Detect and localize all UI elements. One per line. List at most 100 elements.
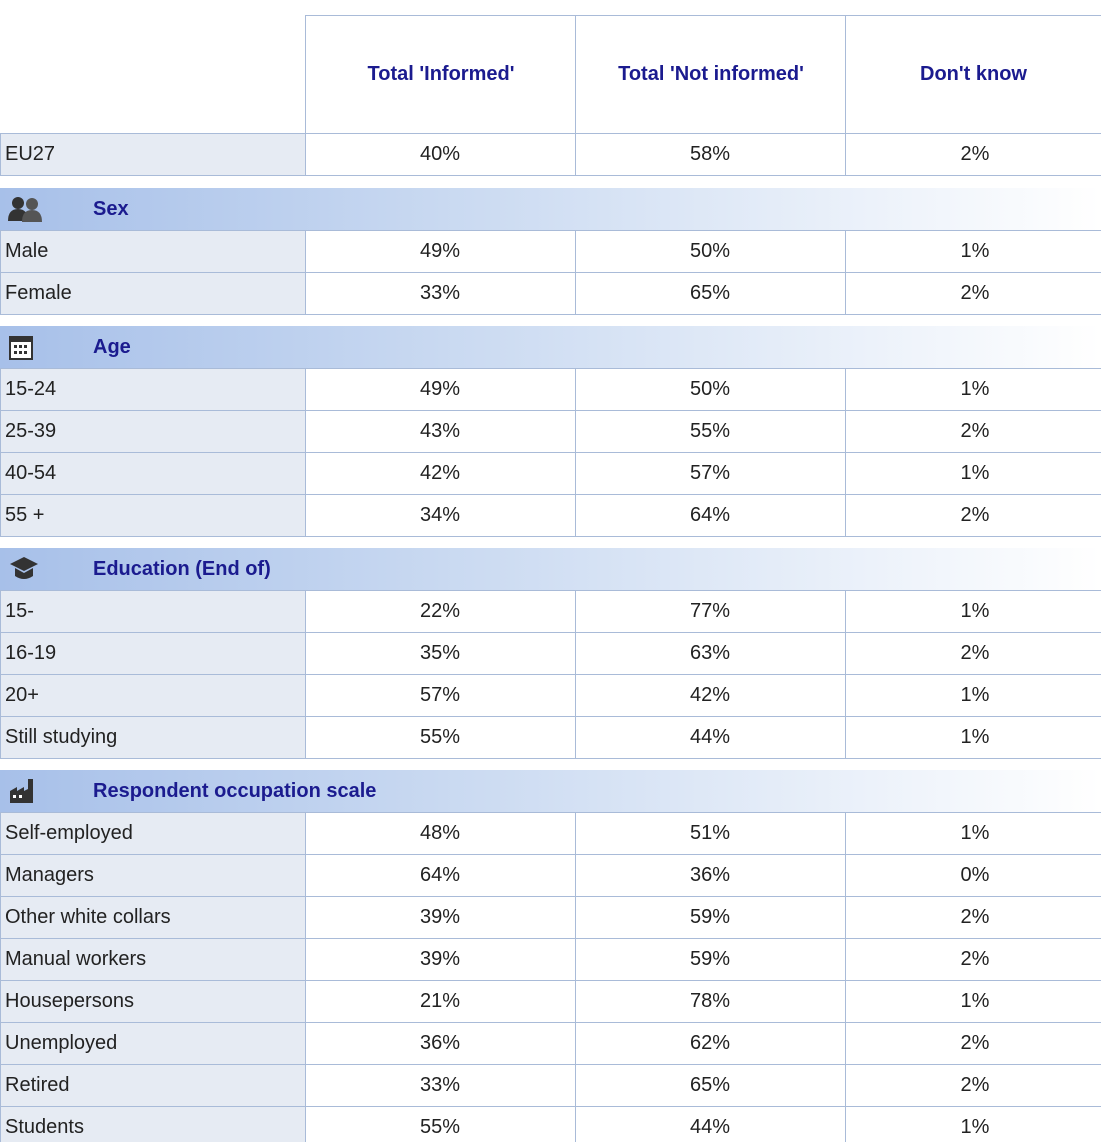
cell-text: 2% [960, 906, 990, 928]
section-header: Education (End of) [0, 548, 1101, 590]
row-label: 15- [0, 590, 306, 633]
cell-text: Managers [5, 864, 94, 886]
cell-text: 2% [960, 143, 990, 165]
cell: 65% [575, 272, 846, 315]
cell: 44% [575, 716, 846, 759]
cell-text: Self-employed [5, 822, 133, 844]
cell-text: 44% [689, 1116, 731, 1138]
cell: 2% [845, 410, 1101, 453]
row-label: 40-54 [0, 452, 306, 495]
cell-text: 2% [960, 642, 990, 664]
section-header: Sex [0, 188, 1101, 230]
cell: 78% [575, 980, 846, 1023]
cell: 49% [305, 230, 576, 273]
section-header: Age [0, 326, 1101, 368]
cell: 59% [575, 896, 846, 939]
cell-text: Female [5, 282, 72, 304]
cell: 2% [845, 133, 1101, 176]
cell: 77% [575, 590, 846, 633]
column-header: Total 'Informed' [305, 15, 576, 134]
cell-text: 42% [419, 462, 461, 484]
cell: 2% [845, 494, 1101, 537]
row-label: 55 + [0, 494, 306, 537]
cell-text: 33% [419, 1074, 461, 1096]
cell: 2% [845, 1064, 1101, 1107]
row-label: EU27 [0, 133, 306, 176]
cell: 1% [845, 1106, 1101, 1142]
cell-text: 1% [960, 240, 990, 262]
cell-text: 16-19 [5, 642, 57, 664]
cell: 39% [305, 938, 576, 981]
cell: 1% [845, 590, 1101, 633]
cell: 42% [305, 452, 576, 495]
cell-text: 15-24 [5, 378, 57, 400]
row-label: 25-39 [0, 410, 306, 453]
row-label: 20+ [0, 674, 306, 717]
cell: 57% [305, 674, 576, 717]
row-label: Housepersons [0, 980, 306, 1023]
cell-text: 36% [419, 1032, 461, 1054]
row-label: 16-19 [0, 632, 306, 675]
cell-text: 51% [689, 822, 731, 844]
cell-text: 49% [419, 378, 461, 400]
cell-text: Unemployed [5, 1032, 118, 1054]
column-header: Don't know [845, 15, 1101, 134]
row-label: Managers [0, 854, 306, 897]
cell: 1% [845, 716, 1101, 759]
cell-text: 1% [960, 1116, 990, 1138]
cell: 1% [845, 812, 1101, 855]
cell-text: 39% [419, 906, 461, 928]
section-icon [8, 195, 44, 229]
cell-text: 2% [960, 504, 990, 526]
cell-text: 2% [960, 1074, 990, 1096]
cell-text: 55% [689, 420, 731, 442]
cell: 2% [845, 272, 1101, 315]
cell-text: Age [93, 335, 131, 358]
cell-text: 39% [419, 948, 461, 970]
cell: 1% [845, 368, 1101, 411]
cell-text: 2% [960, 1032, 990, 1054]
cell: 33% [305, 1064, 576, 1107]
cell-text: Respondent occupation scale [93, 779, 377, 802]
cell-text: Students [5, 1116, 84, 1138]
cell: 1% [845, 452, 1101, 495]
cell: 1% [845, 230, 1101, 273]
cell: 50% [575, 230, 846, 273]
cell: 64% [305, 854, 576, 897]
cell-text: 58% [689, 143, 731, 165]
cell: 1% [845, 980, 1101, 1023]
cell-text: 1% [960, 600, 990, 622]
cell: 21% [305, 980, 576, 1023]
cell-text: 35% [419, 642, 461, 664]
cell: 55% [305, 716, 576, 759]
section-icon [8, 555, 40, 589]
cell-text: 62% [689, 1032, 731, 1054]
cell: 49% [305, 368, 576, 411]
cell: 2% [845, 1022, 1101, 1065]
cell-text: Don't know [920, 63, 1027, 85]
cell-text: 2% [960, 282, 990, 304]
cell: 36% [575, 854, 846, 897]
cell-text: 15- [5, 600, 34, 622]
cell-text: EU27 [5, 143, 56, 165]
cell: 58% [575, 133, 846, 176]
cell-text: 44% [689, 726, 731, 748]
cell: 2% [845, 896, 1101, 939]
cell: 36% [305, 1022, 576, 1065]
cell: 39% [305, 896, 576, 939]
cell: 40% [305, 133, 576, 176]
cell-text: 59% [689, 948, 731, 970]
cell-text: 40% [419, 143, 461, 165]
cell-text: Total 'Not informed' [618, 63, 804, 85]
cell-text: 49% [419, 240, 461, 262]
cell-text: 1% [960, 462, 990, 484]
cell-text: 21% [419, 990, 461, 1012]
cell: 63% [575, 632, 846, 675]
cell-text: 1% [960, 822, 990, 844]
cell-text: 2% [960, 420, 990, 442]
cell-text: 63% [689, 642, 731, 664]
row-label: 15-24 [0, 368, 306, 411]
cell: 48% [305, 812, 576, 855]
cell-text: 57% [689, 462, 731, 484]
